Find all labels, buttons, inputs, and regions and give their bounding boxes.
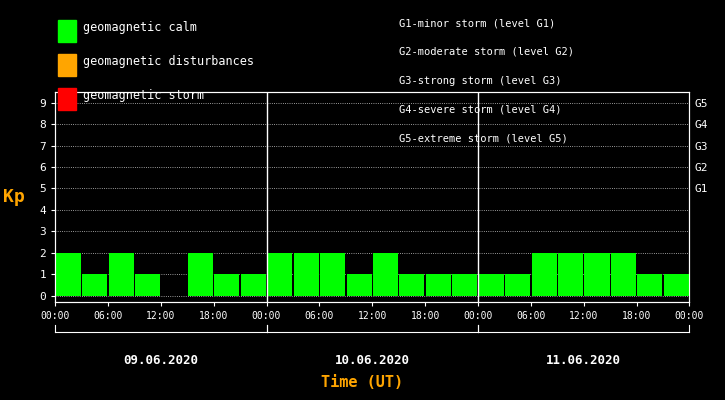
Text: geomagnetic storm: geomagnetic storm bbox=[83, 90, 204, 102]
Bar bbox=[294, 253, 319, 296]
Text: G1-minor storm (level G1): G1-minor storm (level G1) bbox=[399, 18, 555, 28]
Bar bbox=[663, 274, 689, 296]
Bar bbox=[109, 253, 133, 296]
Bar bbox=[82, 274, 107, 296]
Bar bbox=[215, 274, 239, 296]
Text: G2-moderate storm (level G2): G2-moderate storm (level G2) bbox=[399, 47, 573, 57]
Bar bbox=[452, 274, 477, 296]
Text: 11.06.2020: 11.06.2020 bbox=[546, 354, 621, 367]
Text: geomagnetic disturbances: geomagnetic disturbances bbox=[83, 56, 254, 68]
Bar bbox=[637, 274, 663, 296]
Text: geomagnetic calm: geomagnetic calm bbox=[83, 22, 197, 34]
Bar bbox=[505, 274, 530, 296]
Text: G5-extreme storm (level G5): G5-extreme storm (level G5) bbox=[399, 133, 568, 143]
Bar bbox=[531, 253, 557, 296]
Bar bbox=[478, 274, 504, 296]
Bar bbox=[268, 253, 292, 296]
Bar bbox=[373, 253, 398, 296]
Bar bbox=[56, 253, 81, 296]
Bar bbox=[584, 253, 610, 296]
Text: G3-strong storm (level G3): G3-strong storm (level G3) bbox=[399, 76, 561, 86]
Bar bbox=[347, 274, 372, 296]
Text: 10.06.2020: 10.06.2020 bbox=[335, 354, 410, 367]
Bar bbox=[426, 274, 451, 296]
Bar bbox=[399, 274, 425, 296]
Bar bbox=[135, 274, 160, 296]
Bar bbox=[558, 253, 583, 296]
Text: Time (UT): Time (UT) bbox=[321, 375, 404, 390]
Bar bbox=[611, 253, 636, 296]
Text: Kp: Kp bbox=[3, 188, 25, 206]
Text: G4-severe storm (level G4): G4-severe storm (level G4) bbox=[399, 104, 561, 114]
Bar bbox=[320, 253, 345, 296]
Bar bbox=[241, 274, 266, 296]
Bar bbox=[188, 253, 213, 296]
Text: 09.06.2020: 09.06.2020 bbox=[123, 354, 199, 367]
